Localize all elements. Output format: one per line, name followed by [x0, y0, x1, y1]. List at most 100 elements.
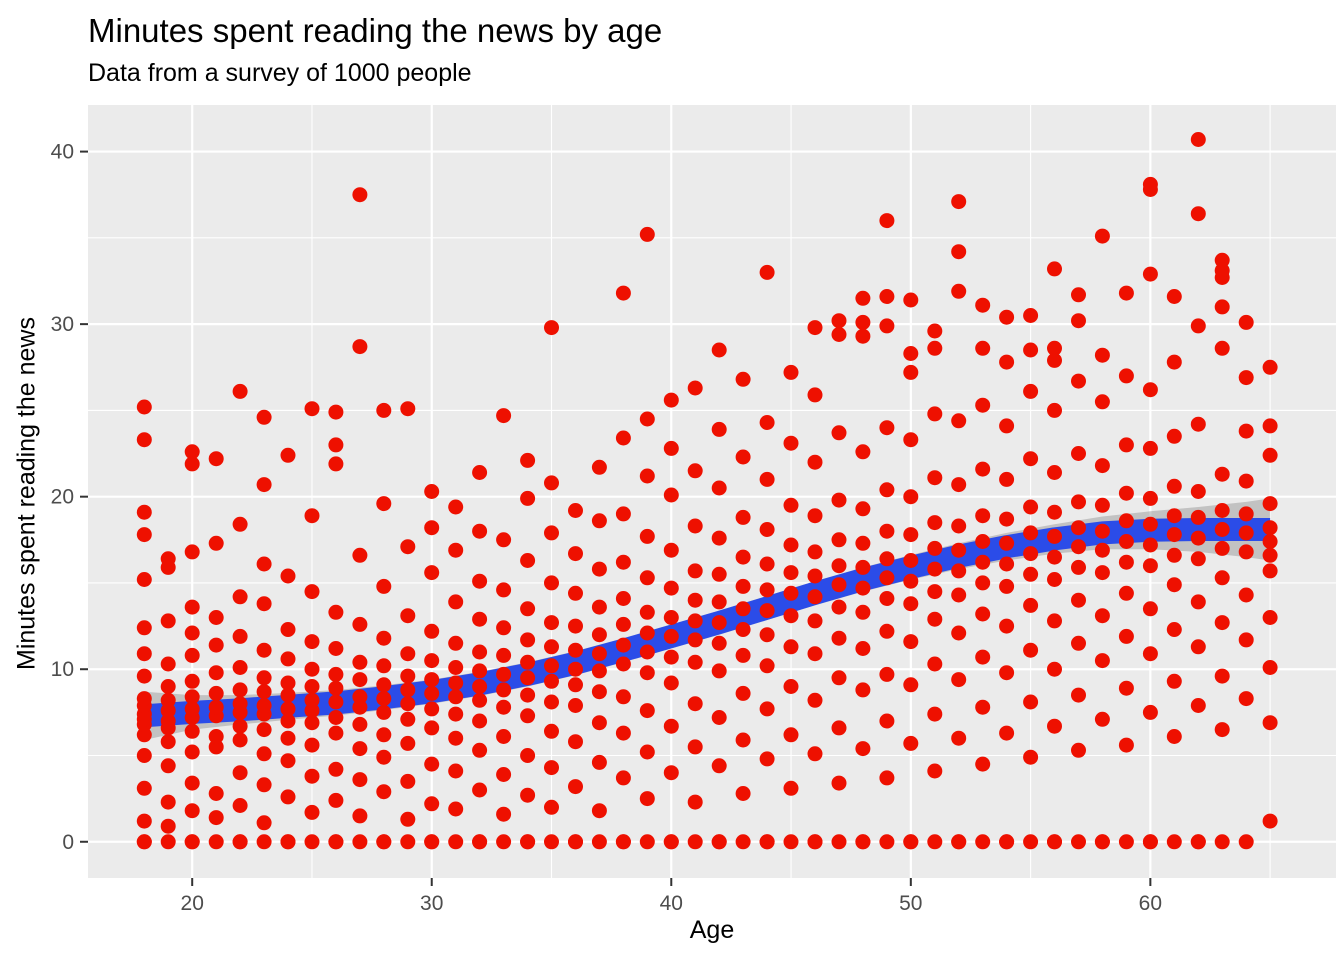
data-point — [855, 501, 871, 517]
data-point — [903, 634, 919, 650]
data-point — [520, 670, 536, 686]
data-point — [448, 660, 464, 675]
data-point — [639, 226, 655, 242]
data-point — [208, 729, 224, 744]
data-point — [903, 346, 919, 361]
data-point — [1238, 834, 1254, 850]
data-point — [400, 401, 416, 417]
data-point — [1047, 661, 1062, 677]
data-point — [1166, 729, 1182, 744]
data-point — [711, 635, 727, 651]
data-point — [879, 289, 895, 304]
data-point — [999, 834, 1015, 850]
data-point — [1190, 639, 1206, 655]
data-point — [448, 706, 464, 722]
data-point — [1047, 834, 1062, 850]
data-point — [232, 628, 248, 644]
data-point — [615, 770, 631, 786]
data-point — [951, 194, 967, 210]
data-point — [951, 477, 967, 493]
data-point — [1094, 394, 1110, 410]
data-point — [951, 587, 967, 603]
data-point — [136, 834, 152, 850]
data-point — [1262, 660, 1278, 675]
data-point — [879, 213, 895, 229]
data-point — [1166, 289, 1182, 304]
data-point — [328, 437, 344, 453]
data-point — [496, 647, 512, 663]
data-point — [1118, 680, 1134, 696]
data-point — [1214, 722, 1230, 738]
data-point — [208, 685, 224, 701]
data-point — [687, 632, 703, 648]
data-point — [520, 632, 536, 648]
data-point — [1047, 528, 1062, 544]
data-point — [1214, 503, 1230, 518]
data-point — [1142, 537, 1158, 553]
data-point — [1262, 496, 1278, 512]
data-point — [999, 309, 1015, 325]
data-point — [520, 748, 536, 763]
data-point — [232, 589, 248, 605]
data-point — [232, 732, 248, 748]
data-point — [927, 611, 943, 627]
data-point — [304, 634, 320, 650]
data-point — [520, 687, 536, 703]
data-point — [807, 746, 823, 762]
data-point — [352, 672, 368, 688]
y-axis-tick-label: 40 — [51, 141, 74, 164]
data-point — [711, 480, 727, 496]
data-point — [136, 620, 152, 636]
data-point — [136, 780, 152, 796]
data-point — [807, 568, 823, 584]
data-point — [304, 661, 320, 677]
data-point — [160, 758, 176, 774]
data-point — [999, 578, 1015, 594]
data-point — [1166, 547, 1182, 563]
data-point — [831, 599, 847, 615]
data-point — [1023, 451, 1039, 467]
data-point — [831, 492, 847, 508]
data-point — [615, 506, 631, 522]
data-point — [1238, 506, 1254, 522]
data-point — [903, 735, 919, 751]
data-point — [256, 746, 272, 762]
data-point — [160, 692, 176, 708]
chart-subtitle: Data from a survey of 1000 people — [88, 59, 472, 87]
data-point — [735, 647, 751, 663]
data-point — [376, 630, 392, 646]
data-point — [256, 777, 272, 793]
data-point — [1071, 313, 1086, 329]
data-point — [376, 658, 392, 674]
data-point — [184, 599, 200, 615]
data-point — [855, 290, 871, 306]
data-point — [831, 834, 847, 850]
data-point — [855, 834, 871, 850]
data-point — [591, 513, 607, 529]
data-point — [1214, 340, 1230, 356]
y-axis-title: Minutes spent reading the news — [12, 317, 41, 670]
data-point — [615, 285, 631, 301]
data-point — [879, 551, 895, 567]
data-point — [304, 584, 320, 600]
data-point — [975, 340, 991, 356]
data-point — [951, 244, 967, 260]
data-point — [1214, 252, 1230, 268]
data-point — [711, 342, 727, 358]
data-point — [256, 815, 272, 831]
data-point — [1047, 572, 1062, 587]
data-point — [520, 452, 536, 468]
data-point — [927, 834, 943, 850]
data-point — [1118, 585, 1134, 601]
data-point — [1238, 423, 1254, 439]
data-point — [496, 666, 512, 682]
data-point — [687, 654, 703, 670]
data-point — [1238, 525, 1254, 541]
data-point — [376, 784, 392, 800]
data-point — [1071, 539, 1086, 555]
data-point — [1214, 834, 1230, 850]
data-point — [951, 518, 967, 534]
data-point — [711, 710, 727, 725]
